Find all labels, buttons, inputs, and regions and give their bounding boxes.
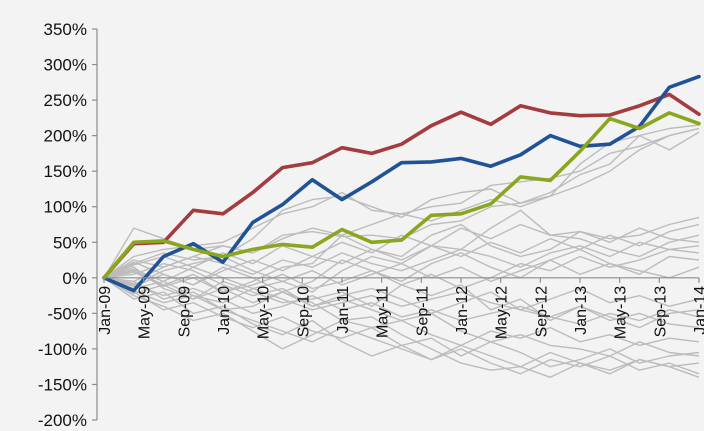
background-series-line [103, 277, 700, 375]
x-tick-label: Jan-14 [692, 286, 704, 335]
y-tick-label: 0% [62, 269, 87, 288]
background-series-line [103, 277, 700, 325]
y-tick-label: 50% [53, 233, 87, 252]
background-series-line [103, 259, 700, 290]
y-tick-label: -150% [38, 375, 87, 394]
red-series-line [102, 92, 701, 280]
y-tick-label: -200% [38, 411, 87, 430]
blue-series-line [102, 74, 701, 293]
y-tick-label: 200% [44, 127, 87, 146]
x-axis: Jan-09 May-09 Sep-09 Jan-10 May-10 Sep-10 Jan-… [97, 277, 704, 339]
background-series-line [103, 277, 700, 375]
green-series-line [102, 111, 701, 280]
y-tick-label: -50% [47, 304, 87, 323]
background-series-line [103, 277, 700, 315]
x-tick-label: Jan-10 [216, 286, 233, 335]
x-tick-label: Sep-12 [533, 286, 550, 338]
y-tick-label: 300% [44, 56, 87, 75]
background-series-line [103, 277, 700, 347]
y-tick-label: 150% [44, 162, 87, 181]
y-axis: -200% -150% -100% -50% 0% 50% 100% 150% 200% 250%… [38, 20, 98, 430]
x-tick-label: Sep-13 [652, 286, 669, 338]
x-tick-label: Jan-09 [97, 286, 114, 335]
y-tick-label: 350% [44, 20, 87, 39]
x-tick-label: Sep-10 [295, 286, 312, 338]
background-series-line [103, 223, 700, 279]
x-tick-label: Jan-13 [573, 286, 590, 335]
x-tick-label: May-09 [137, 286, 154, 339]
x-tick-label: Jan-11 [335, 286, 352, 334]
background-series-line [103, 223, 700, 287]
x-tick-label: May-11 [375, 286, 392, 338]
x-tick-label: Sep-09 [176, 286, 193, 338]
background-series-line [103, 124, 700, 279]
x-tick-label: May-10 [256, 286, 273, 339]
background-series-line [103, 241, 700, 279]
background-series-line [103, 277, 700, 329]
background-series-line [103, 127, 700, 283]
x-tick-label: Sep-11 [414, 286, 431, 337]
highlight-series-group [102, 74, 701, 293]
y-tick-label: -100% [38, 340, 87, 359]
x-tick-label: Jan-12 [454, 286, 471, 335]
x-tick-label: May-13 [613, 286, 630, 339]
background-series-line [103, 248, 700, 293]
y-tick-label: 250% [44, 91, 87, 110]
background-series-line [103, 248, 700, 293]
background-series-line [103, 127, 700, 279]
x-tick-label: May-12 [494, 286, 511, 339]
y-tick-label: 100% [44, 198, 87, 217]
